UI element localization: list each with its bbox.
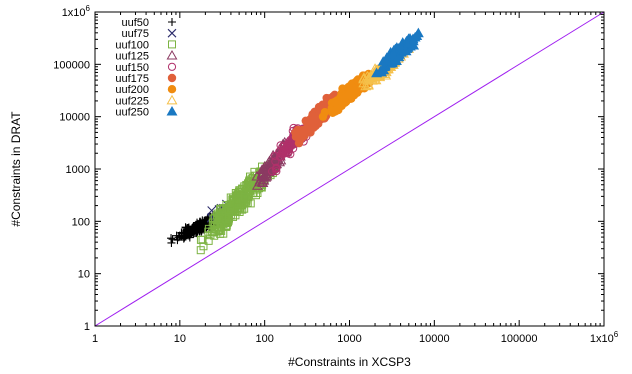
legend-marker-uuf75 [167, 28, 177, 38]
legend-marker-uuf175 [167, 73, 177, 83]
axes: 1 10 100 1000 10000 100000 1x106 1 10 100 1000 1000… [53, 4, 618, 345]
data-point [270, 151, 279, 161]
data-point [208, 218, 217, 227]
y-tick-label: 1 [84, 321, 90, 333]
legend-label-uuf225: uuf225 [115, 95, 149, 107]
legend-marker-uuf225 [166, 94, 178, 105]
data-point [272, 167, 281, 176]
data-point [239, 195, 248, 204]
data-point [388, 47, 400, 57]
data-point [233, 206, 242, 215]
plot-area [94, 11, 605, 327]
legend-marker-uuf125 [166, 49, 178, 60]
x-tick-label: 100000 [501, 333, 538, 345]
data-point [307, 116, 317, 125]
x-tick-label: 100 [255, 333, 273, 345]
data-point [213, 209, 222, 218]
legend-label-uuf125: uuf125 [115, 51, 149, 63]
data-point [204, 236, 213, 245]
legend-label-uuf175: uuf175 [115, 73, 149, 85]
legend-marker-uuf250 [166, 105, 178, 116]
data-point [247, 177, 256, 186]
data-point [168, 235, 177, 244]
data-point [214, 215, 223, 224]
series-uuf200 [318, 66, 382, 121]
y-tick-label: 10 [78, 269, 90, 281]
series-uuf250 [371, 27, 424, 78]
data-point [224, 208, 233, 217]
data-point [226, 207, 235, 216]
reference-line [94, 11, 605, 327]
x-tick-label: 10 [174, 333, 186, 345]
y-tick-label: 10000 [59, 112, 90, 124]
legend-marker-uuf50 [168, 18, 176, 26]
data-point [271, 157, 280, 166]
data-point [348, 87, 357, 96]
data-point [181, 230, 190, 239]
legend-label-uuf200: uuf200 [115, 84, 149, 96]
x-axis-title: #Constraints in XCSP3 [288, 355, 411, 369]
data-point [330, 97, 339, 107]
y-tick-label: 1x106 [62, 4, 91, 19]
legend-label-uuf150: uuf150 [115, 62, 149, 74]
data-point [291, 128, 300, 137]
x-tick-label: 10000 [419, 333, 450, 345]
data-point [225, 212, 234, 221]
data-point [361, 70, 373, 81]
x-tick-label: 1 [92, 333, 98, 345]
data-point [182, 225, 191, 234]
data-point [251, 180, 263, 190]
data-point [374, 65, 386, 76]
data-point [412, 27, 424, 38]
data-point [395, 42, 407, 53]
y-tick-label: 100 [72, 216, 90, 228]
data-point [318, 112, 328, 121]
data-point [189, 229, 198, 238]
x-tick-label: 1000 [337, 333, 361, 345]
data-point [190, 225, 199, 234]
data-point [332, 104, 342, 113]
data-point [241, 192, 250, 201]
data-point [268, 167, 277, 176]
legend-label-uuf100: uuf100 [115, 39, 149, 51]
data-point [362, 79, 374, 89]
data-point [220, 213, 229, 222]
data-point [260, 168, 272, 178]
data-point [200, 216, 209, 225]
data-point [196, 246, 205, 255]
legend: uuf50uuf75uuf100uuf125uuf150uuf175uuf200… [115, 17, 178, 119]
data-point [167, 238, 176, 247]
legend-marker-uuf150 [167, 62, 177, 71]
legend-label-uuf250: uuf250 [115, 107, 149, 119]
data-point [240, 182, 249, 191]
data-point [392, 51, 404, 62]
legend-label-uuf50: uuf50 [121, 17, 149, 29]
data-point [196, 235, 205, 244]
data-point [213, 227, 222, 236]
legend-label-uuf75: uuf75 [121, 28, 149, 40]
data-point [262, 160, 274, 171]
data-point [281, 148, 290, 157]
data-point [300, 128, 309, 137]
data-point [185, 231, 194, 240]
y-tick-label: 100000 [53, 59, 90, 71]
data-point [283, 140, 292, 149]
x-tick-label: 1x106 [590, 330, 619, 345]
y-tick-label: 1000 [66, 164, 90, 176]
data-point [360, 80, 372, 91]
data-point [228, 196, 237, 205]
data-point [258, 175, 270, 185]
data-point [276, 152, 285, 161]
data-point [407, 35, 419, 46]
y-axis-title: #Constraints in DRAT [9, 111, 23, 227]
data-point [216, 214, 225, 223]
legend-marker-uuf100 [168, 40, 176, 49]
legend-marker-uuf200 [167, 85, 177, 94]
data-point [177, 231, 186, 240]
